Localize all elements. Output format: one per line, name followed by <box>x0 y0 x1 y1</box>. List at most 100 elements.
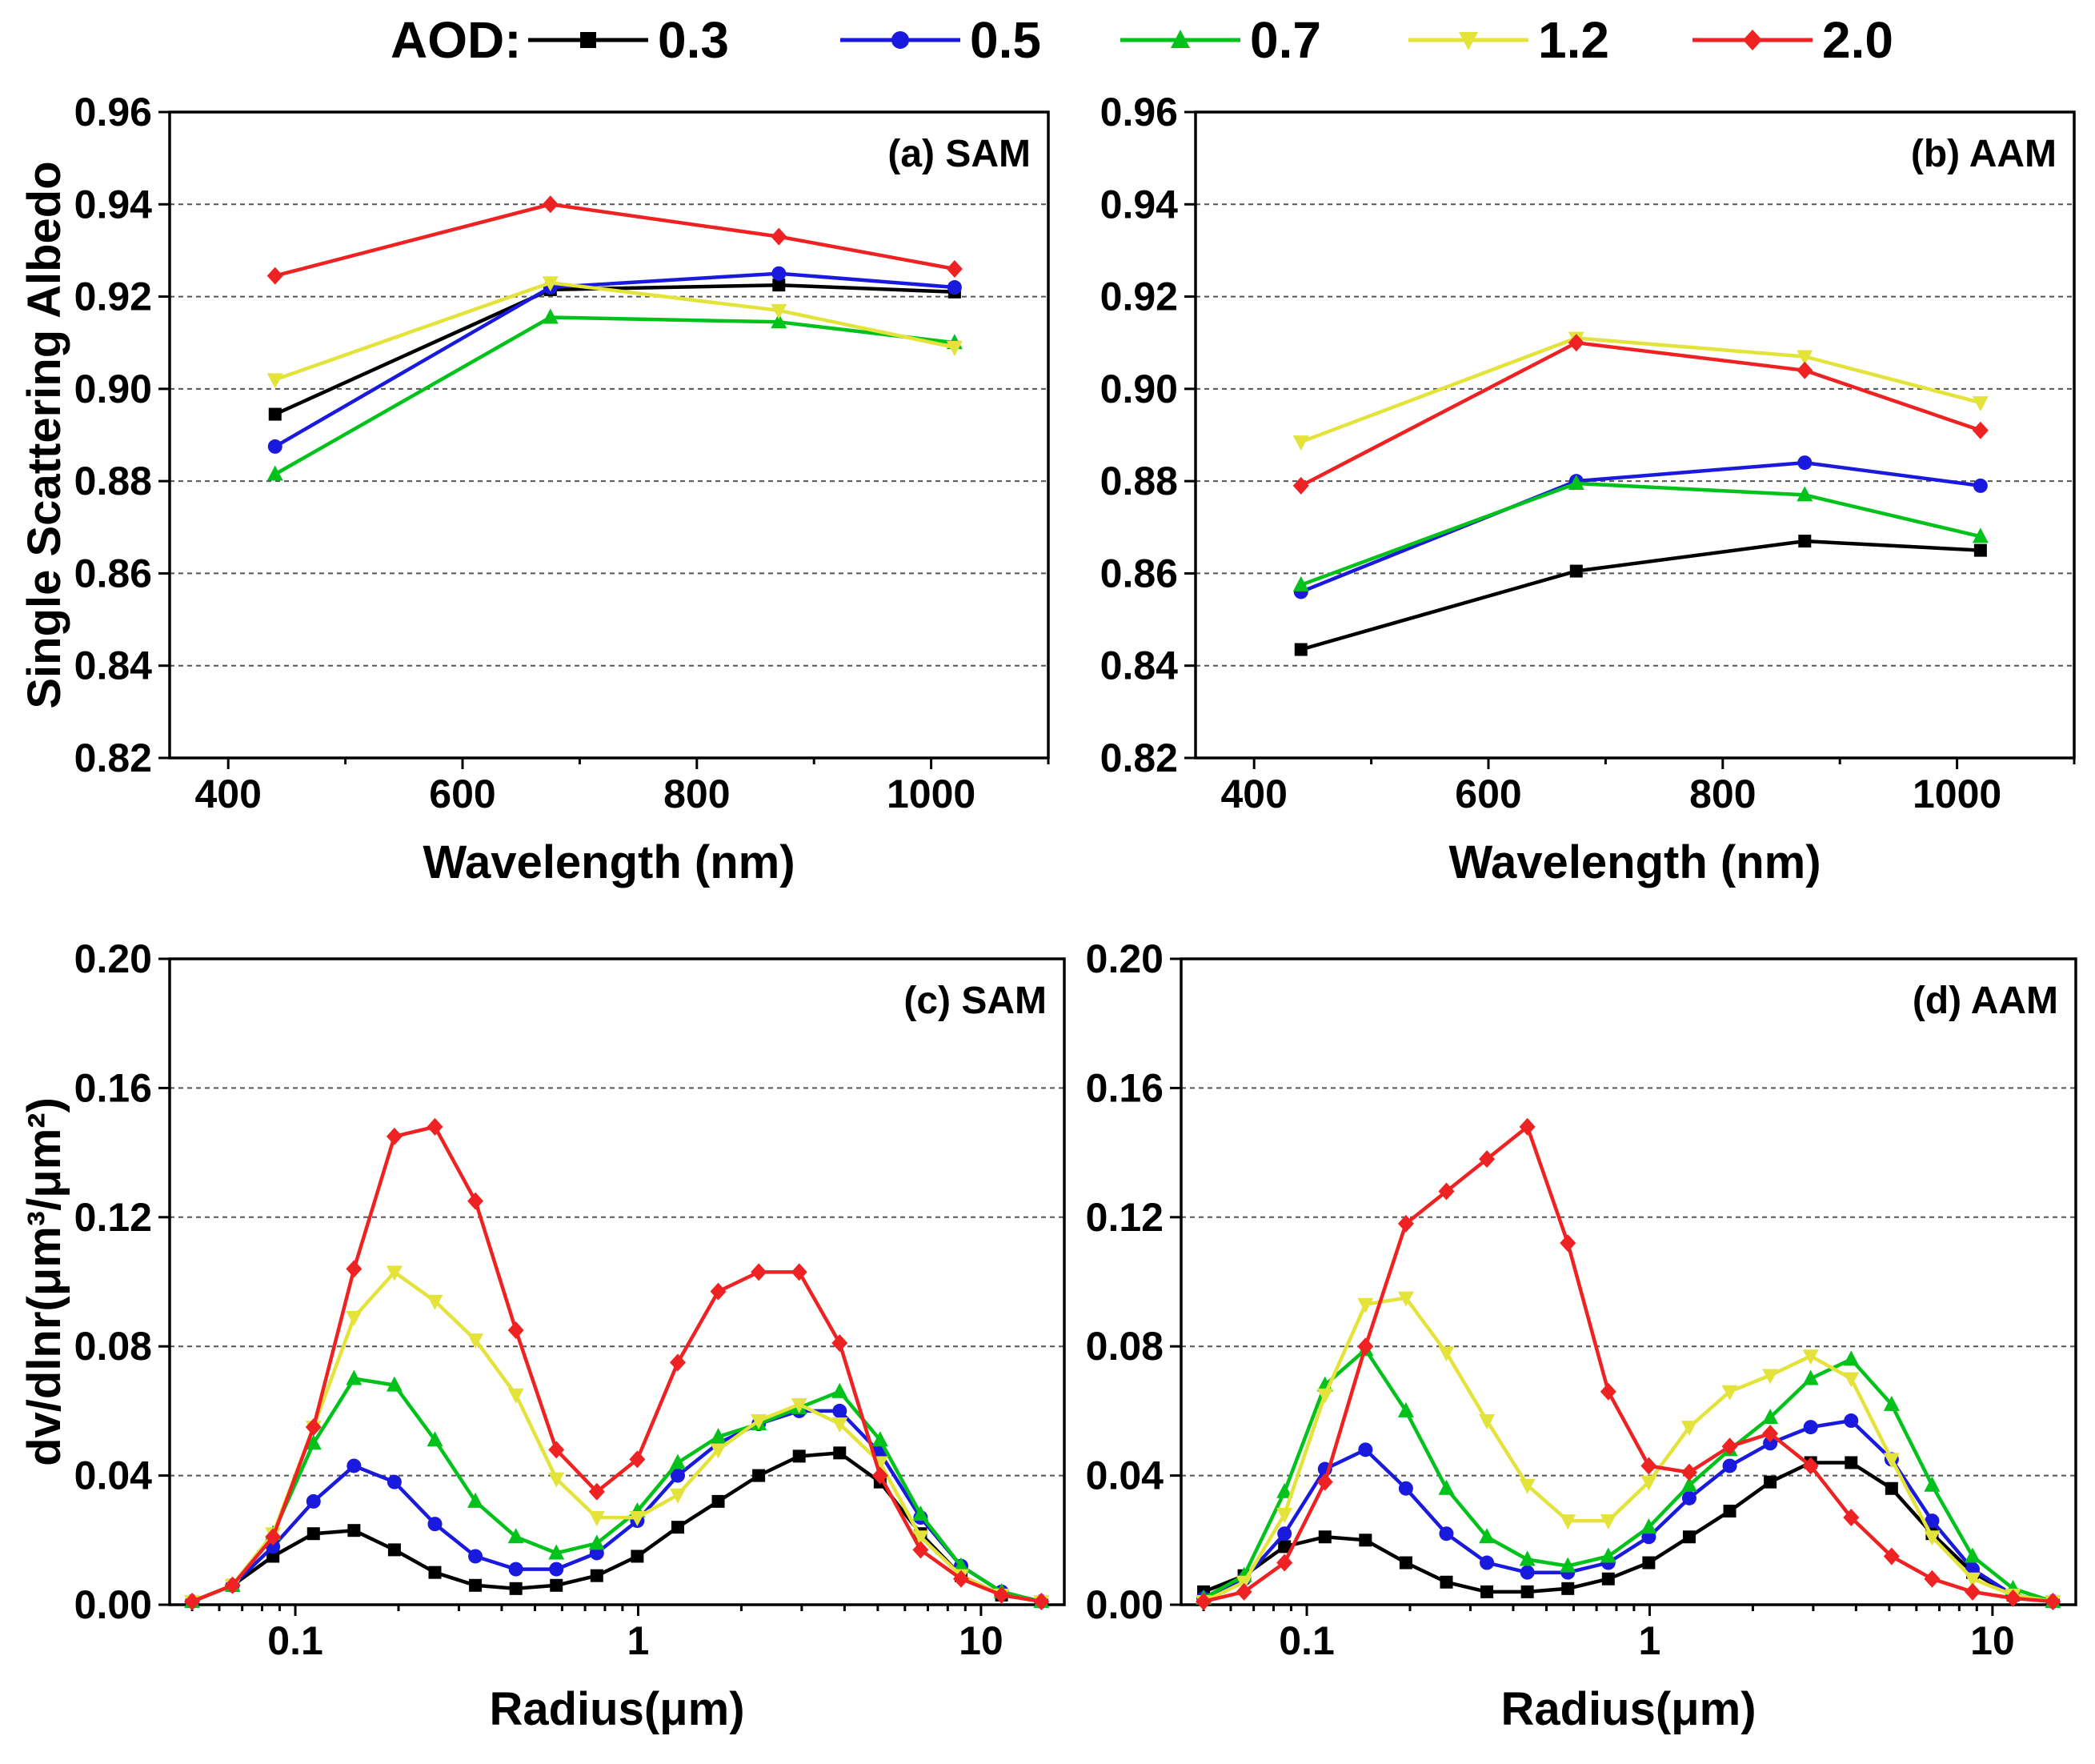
data-point <box>1316 1473 1333 1491</box>
legend-label: 0.3 <box>658 11 729 69</box>
data-point <box>1797 350 1813 366</box>
x-axis: 400 600 800 1000 <box>1220 758 2076 816</box>
data-point <box>1480 1585 1494 1598</box>
data-point <box>549 1562 564 1577</box>
data-point <box>548 1544 565 1560</box>
data-point <box>542 276 559 292</box>
data-point <box>306 1527 320 1541</box>
data-point <box>1972 421 1989 439</box>
series-line <box>1300 340 1981 487</box>
data-point <box>266 1550 280 1563</box>
series-group <box>184 1117 1050 1610</box>
data-point <box>1357 1337 1374 1356</box>
data-point <box>670 1468 685 1483</box>
series-line <box>191 1409 1042 1604</box>
data-point <box>346 1369 363 1385</box>
data-point <box>387 1543 401 1557</box>
data-point <box>346 1260 363 1278</box>
data-point <box>508 1562 523 1577</box>
data-point <box>588 1511 605 1527</box>
data-point <box>1973 478 1988 493</box>
y-tick-label: 0.94 <box>1100 182 1179 227</box>
data-point <box>1397 1214 1414 1233</box>
data-point <box>1797 455 1813 471</box>
data-point <box>346 1458 362 1473</box>
y-tick-label: 0.86 <box>1100 551 1178 595</box>
data-point <box>1276 1554 1293 1572</box>
y-tick-label: 0.20 <box>1086 936 1164 981</box>
data-point <box>305 1434 322 1450</box>
panel-label: (a) SAM <box>887 133 1031 175</box>
data-point <box>953 1557 970 1573</box>
data-point <box>1568 475 1584 491</box>
x-tick-label: 10 <box>1970 1618 2015 1663</box>
data-point <box>912 1541 929 1559</box>
data-point <box>1721 1437 1738 1456</box>
y-tick-label: 0.82 <box>74 736 152 780</box>
y-tick-label: 0.84 <box>1100 643 1179 688</box>
legend-entry-0.3: 0.3 <box>528 11 729 69</box>
data-point <box>1520 1565 1535 1580</box>
data-point <box>1680 1463 1697 1481</box>
data-point <box>469 1578 483 1592</box>
data-point <box>1924 1570 1941 1588</box>
y-tick-label: 0.92 <box>74 275 152 319</box>
legend: AOD: 0.3 0.5 0.7 1.2 2.0 <box>391 11 1893 69</box>
data-point <box>1680 1476 1697 1492</box>
series-group <box>1292 331 1989 656</box>
data-point <box>1196 1592 1212 1610</box>
grid <box>1181 1087 2076 1477</box>
data-point <box>266 267 283 285</box>
data-point <box>1440 1575 1453 1589</box>
data-point <box>710 1282 727 1301</box>
data-point <box>1722 1458 1737 1473</box>
data-point <box>1723 1504 1736 1517</box>
data-point <box>386 1265 403 1281</box>
data-point <box>267 439 282 454</box>
series-1.2 <box>266 276 963 389</box>
y-tick-label: 0.90 <box>74 367 152 411</box>
data-point <box>1845 1456 1858 1469</box>
y-tick-label: 0.00 <box>1086 1582 1164 1627</box>
data-point <box>467 1492 484 1508</box>
data-point <box>427 1517 443 1532</box>
plot-frame <box>168 110 1050 760</box>
data-point <box>1560 1557 1576 1573</box>
x-axis-title: Wavelength (nm) <box>423 836 795 888</box>
panel-b-aam: 0.82 0.84 0.86 0.88 0.90 0.92 0.94 0.96 400 600 80… <box>1100 90 2076 888</box>
data-point <box>588 1482 605 1501</box>
data-point <box>550 1578 563 1592</box>
data-point <box>387 1474 402 1489</box>
series-line <box>191 1125 1042 1604</box>
data-point <box>832 1403 847 1418</box>
series-0.5 <box>1293 455 1988 599</box>
data-point <box>1359 1533 1372 1547</box>
y-axis-title: Single Scattering Albedo <box>18 161 70 708</box>
series-line <box>274 281 955 382</box>
data-point <box>1292 575 1309 591</box>
series-0.7 <box>266 308 963 481</box>
series-line <box>1203 1296 2053 1604</box>
y-tick-label: 0.16 <box>1086 1065 1164 1110</box>
series-line <box>1300 336 1981 444</box>
data-point <box>1519 1550 1536 1566</box>
series-2.0 <box>1196 1117 2061 1610</box>
data-point <box>1560 1514 1576 1530</box>
data-point <box>1438 1479 1455 1495</box>
legend-title: AOD: <box>391 11 522 69</box>
panel-c-sam: 0.00 0.04 0.08 0.12 0.16 0.20 0.1 1 10 Radius(μm)… <box>18 936 1066 1735</box>
data-point <box>1640 1518 1657 1534</box>
y-tick-label: 0.04 <box>74 1453 153 1498</box>
data-point <box>751 1263 767 1281</box>
data-point <box>1480 1555 1495 1570</box>
data-point <box>1560 1234 1576 1253</box>
data-point <box>1316 1388 1333 1404</box>
data-point <box>912 1530 929 1546</box>
data-point <box>1802 1457 1819 1475</box>
data-point <box>1721 1385 1738 1401</box>
data-point <box>1601 1572 1615 1586</box>
data-point <box>1764 1475 1777 1489</box>
data-point <box>1640 1475 1657 1491</box>
series-0.3 <box>268 279 961 421</box>
